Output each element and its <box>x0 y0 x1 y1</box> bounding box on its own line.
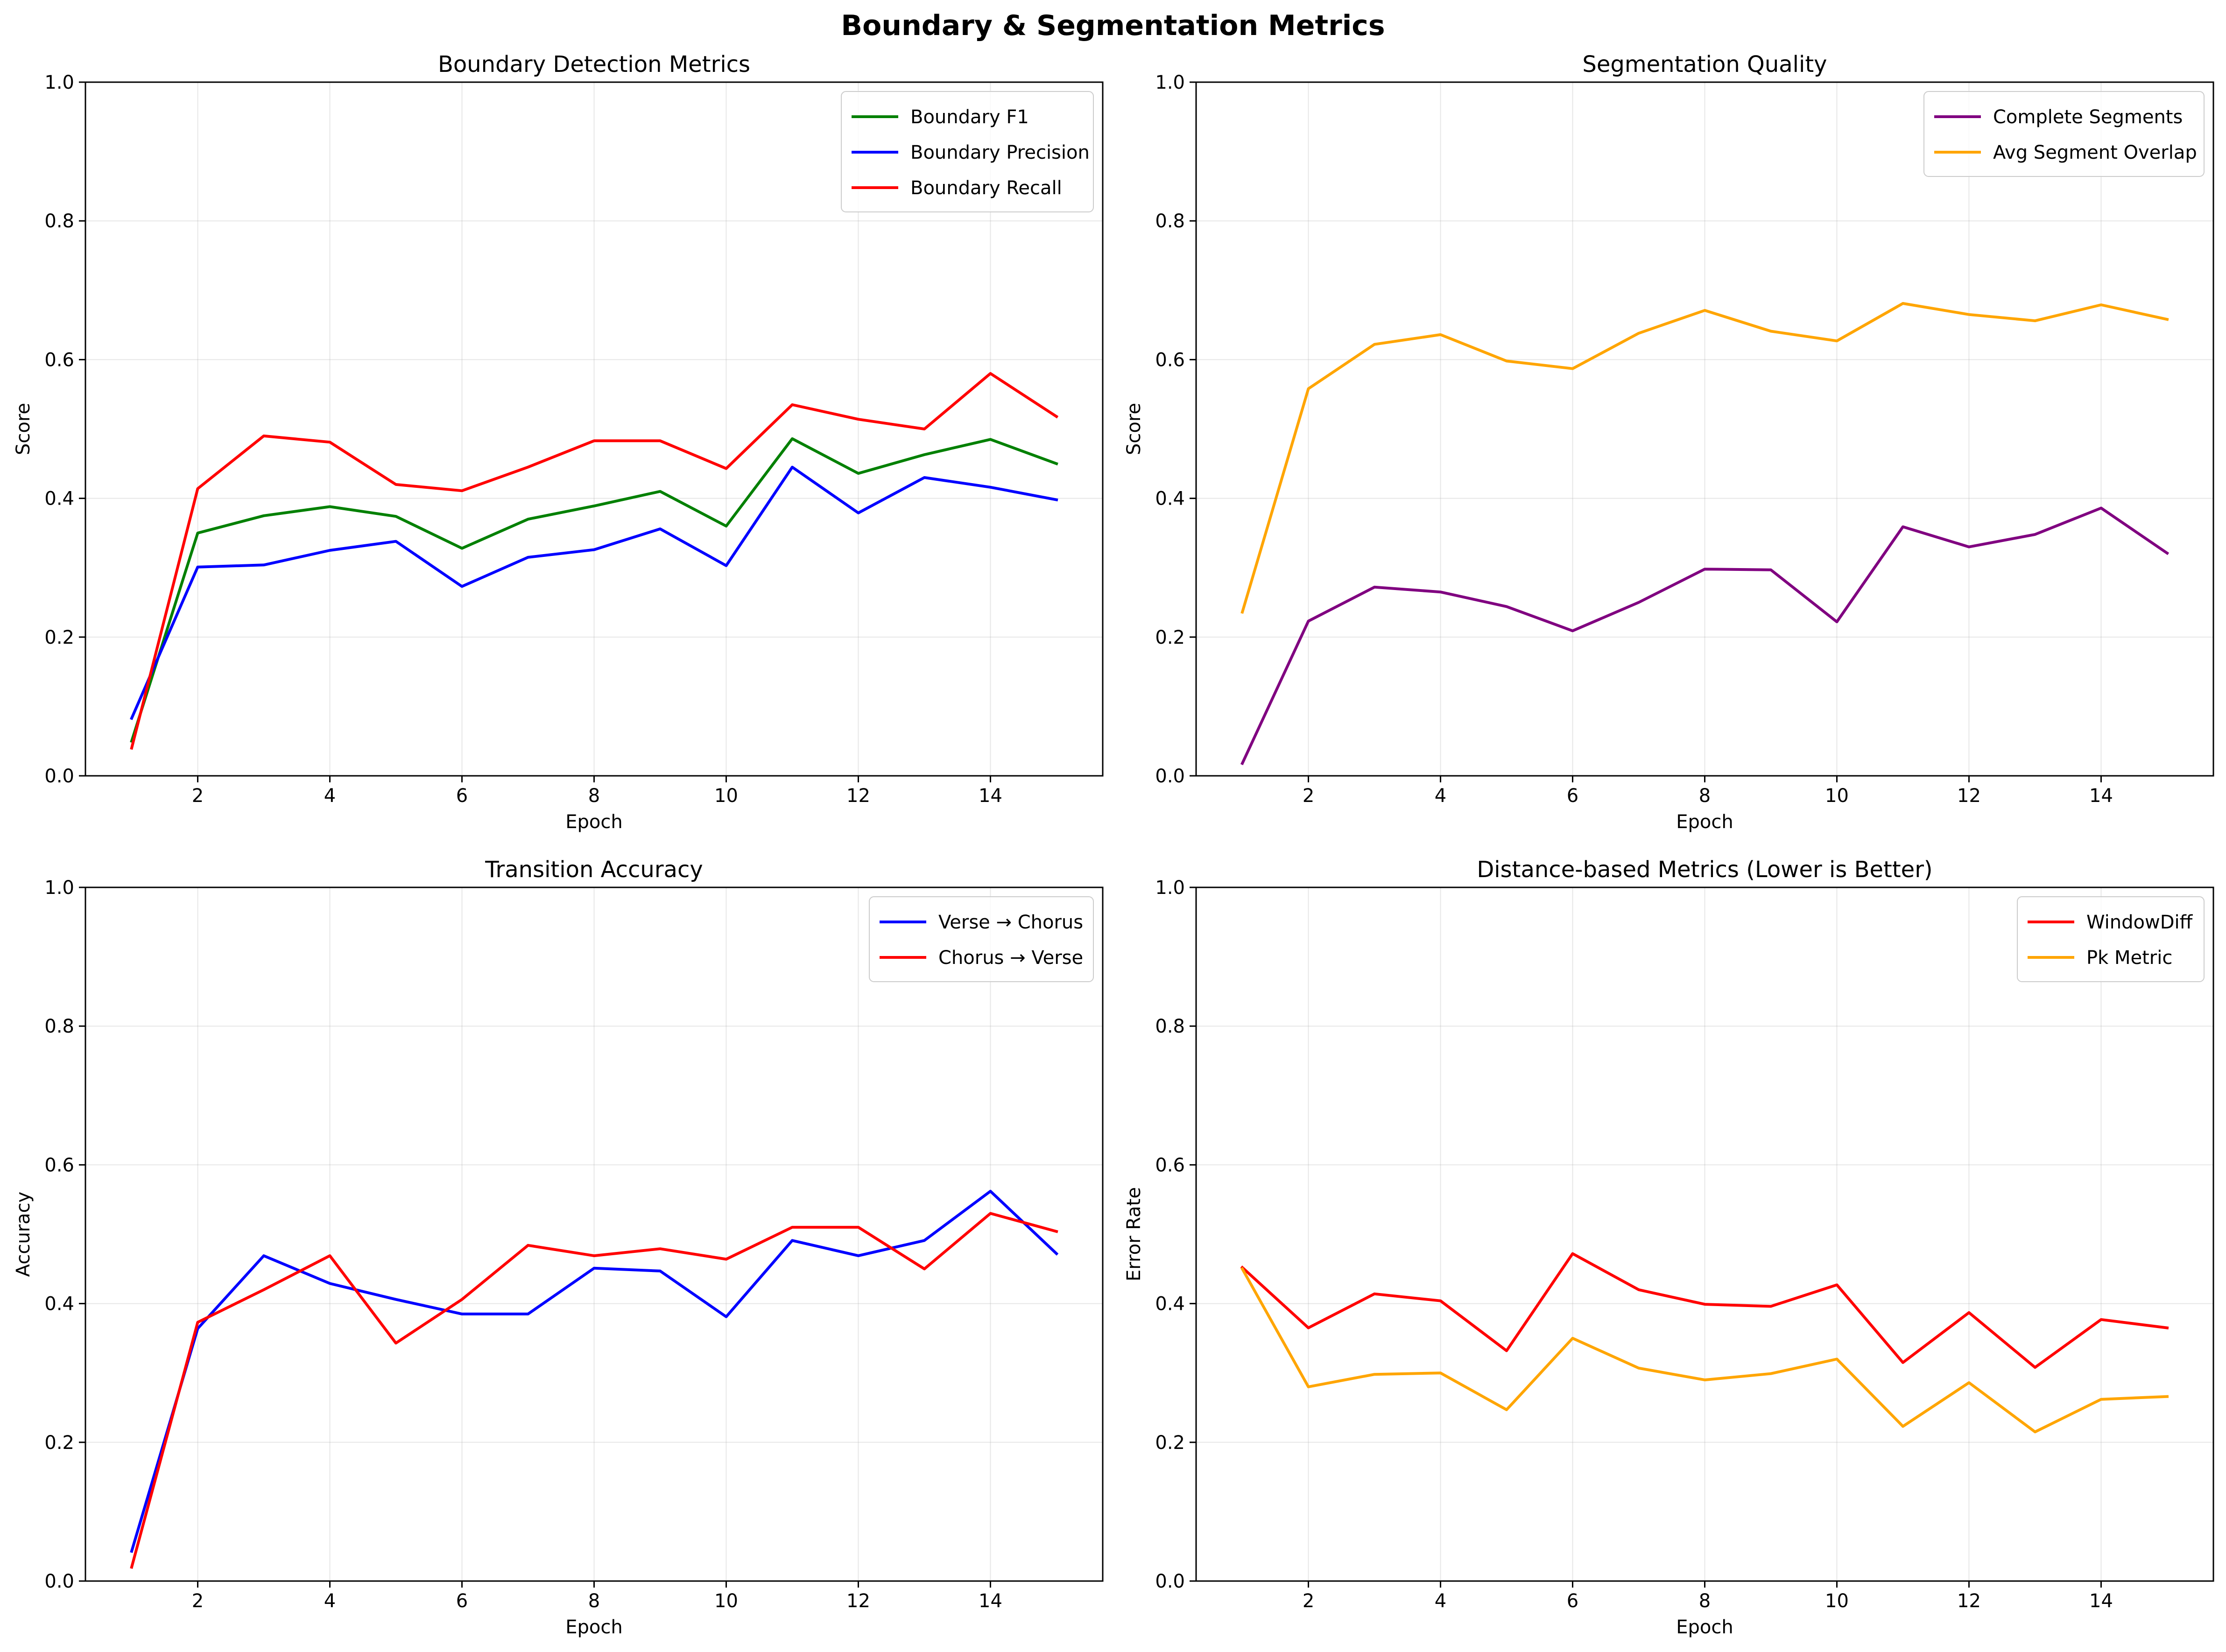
y-tick-label: 0.8 <box>44 1016 74 1037</box>
x-tick-label: 2 <box>1303 1590 1314 1612</box>
y-tick-label: 0.2 <box>44 627 74 648</box>
series-line-2 <box>1240 302 2169 614</box>
x-tick-label: 10 <box>714 1590 738 1612</box>
x-tick-label: 12 <box>846 785 870 807</box>
series-line-1 <box>130 437 1058 743</box>
x-tick-label: 8 <box>588 785 600 807</box>
figure-title: Boundary & Segmentation Metrics <box>841 9 1385 42</box>
y-tick-label: 1.0 <box>1155 72 1185 93</box>
x-tick-label: 4 <box>1435 1590 1446 1612</box>
legend-label: Boundary Recall <box>910 177 1062 199</box>
legend: WindowDiff Pk Metric <box>2017 896 2205 982</box>
y-axis-label: Accuracy <box>13 1192 34 1277</box>
x-tick-label: 2 <box>1303 785 1314 807</box>
x-tick-label: 6 <box>456 1590 468 1612</box>
y-tick-label: 0.4 <box>1155 488 1185 510</box>
legend-box <box>1923 91 2205 177</box>
y-tick-label: 0.4 <box>44 1293 74 1315</box>
x-tick-label: 2 <box>192 785 204 807</box>
legend-label: Pk Metric <box>2086 947 2172 969</box>
x-tick-label: 10 <box>714 785 738 807</box>
legend-label: Boundary Precision <box>910 142 1090 163</box>
y-tick-label: 0.2 <box>1155 627 1185 648</box>
y-axis-label: Score <box>1123 403 1145 455</box>
y-tick-label: 1.0 <box>44 877 74 899</box>
x-tick-label: 12 <box>1957 1590 1981 1612</box>
x-tick-label: 8 <box>1699 785 1711 807</box>
y-tick-label: 1.0 <box>44 72 74 93</box>
legend: Verse → Chorus Chorus → Verse <box>869 896 1094 982</box>
legend-label: Boundary F1 <box>910 106 1029 128</box>
x-tick-label: 6 <box>1567 1590 1578 1612</box>
x-tick-label: 14 <box>979 785 1002 807</box>
y-tick-label: 0.4 <box>1155 1293 1185 1315</box>
x-tick-label: 14 <box>2089 1590 2113 1612</box>
y-tick-label: 0.8 <box>1155 1016 1185 1037</box>
y-tick-label: 0.4 <box>44 488 74 510</box>
x-tick-label: 10 <box>1825 1590 1849 1612</box>
y-tick-label: 0.0 <box>1155 766 1185 787</box>
x-tick-label: 6 <box>456 785 468 807</box>
x-tick-label: 6 <box>1567 785 1578 807</box>
x-tick-label: 4 <box>324 1590 336 1612</box>
y-tick-label: 0.6 <box>44 1154 74 1176</box>
legend-box <box>2017 896 2205 982</box>
chart-title: Segmentation Quality <box>1582 51 1827 77</box>
y-tick-label: 0.0 <box>44 766 74 787</box>
x-tick-label: 8 <box>588 1590 600 1612</box>
x-tick-label: 4 <box>1435 785 1446 807</box>
chart-title: Distance-based Metrics (Lower is Better) <box>1477 857 1932 883</box>
y-axis-label: Error Rate <box>1123 1187 1145 1281</box>
y-tick-label: 0.8 <box>1155 211 1185 232</box>
chart-panels: 2 4 6 8 10 12 14 0.0 0.2 0.4 0.6 0.8 1.0 Boundary Det… <box>13 51 2214 1638</box>
series-line-3 <box>130 372 1059 750</box>
legend: Boundary F1 Boundary Precision Boundary Re… <box>841 91 1094 212</box>
series-line-1 <box>130 1189 1059 1553</box>
legend-label: Verse → Chorus <box>938 912 1083 933</box>
y-tick-label: 0.0 <box>1155 1571 1185 1592</box>
chart-panel-4: 2 4 6 8 10 12 14 0.0 0.2 0.4 0.6 0.8 1.0 Distance-bas… <box>1123 857 2214 1638</box>
legend-label: WindowDiff <box>2086 912 2193 933</box>
x-tick-label: 4 <box>324 785 336 807</box>
series-line-2 <box>1240 1267 2169 1434</box>
legend-label: Avg Segment Overlap <box>1993 142 2197 163</box>
legend: Complete Segments Avg Segment Overlap <box>1923 91 2205 177</box>
x-tick-label: 2 <box>192 1590 204 1612</box>
x-axis-label: Epoch <box>1676 1617 1733 1638</box>
x-tick-label: 14 <box>2089 785 2113 807</box>
chart-title: Transition Accuracy <box>485 857 703 883</box>
series-line-1 <box>1240 506 2170 766</box>
chart-panel-1: 2 4 6 8 10 12 14 0.0 0.2 0.4 0.6 0.8 1.0 Boundary Det… <box>13 51 1104 833</box>
x-tick-label: 12 <box>1957 785 1981 807</box>
x-tick-label: 14 <box>979 1590 1002 1612</box>
legend-label: Chorus → Verse <box>938 947 1083 969</box>
chart-panel-2: 2 4 6 8 10 12 14 0.0 0.2 0.4 0.6 0.8 1.0 Segmentation… <box>1123 51 2214 833</box>
y-tick-label: 0.6 <box>1155 1154 1185 1176</box>
legend-box <box>841 91 1094 212</box>
legend-box <box>869 896 1094 982</box>
x-axis-label: Epoch <box>565 1617 622 1638</box>
y-tick-label: 0.8 <box>44 211 74 232</box>
y-tick-label: 0.6 <box>44 349 74 371</box>
chart-panel-3: 2 4 6 8 10 12 14 0.0 0.2 0.4 0.6 0.8 1.0 Transition A… <box>13 857 1104 1638</box>
series-line-2 <box>130 465 1058 720</box>
y-tick-label: 0.2 <box>44 1432 74 1454</box>
y-tick-label: 0.6 <box>1155 349 1185 371</box>
chart-title: Boundary Detection Metrics <box>438 51 750 77</box>
series-line-2 <box>130 1212 1058 1569</box>
legend-label: Complete Segments <box>1993 106 2183 128</box>
x-axis-label: Epoch <box>1676 811 1733 833</box>
y-tick-label: 1.0 <box>1155 877 1185 899</box>
y-axis-label: Score <box>13 403 34 455</box>
x-tick-label: 12 <box>846 1590 870 1612</box>
x-tick-label: 10 <box>1825 785 1849 807</box>
x-tick-label: 8 <box>1699 1590 1711 1612</box>
y-tick-label: 0.2 <box>1155 1432 1185 1454</box>
x-axis-label: Epoch <box>565 811 622 833</box>
y-tick-label: 0.0 <box>44 1571 74 1592</box>
series-line-1 <box>1240 1252 2169 1369</box>
